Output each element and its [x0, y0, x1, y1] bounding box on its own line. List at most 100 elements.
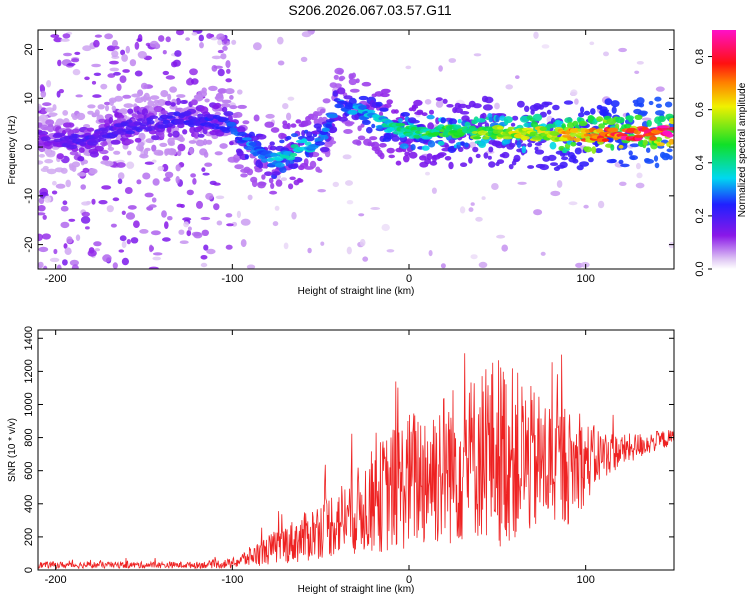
spectrogram-cell: [87, 110, 94, 115]
spectrogram-cell: [646, 147, 651, 153]
spectrogram-cell: [225, 213, 233, 218]
spectrogram-cell: [189, 147, 194, 155]
spectrogram-cell: [76, 112, 86, 121]
spectrogram-cell: [343, 129, 353, 134]
spectrogram-cell: [501, 151, 510, 159]
spectrogram-cell: [163, 177, 171, 182]
spectrogram-cell: [44, 159, 54, 164]
spectrogram-cell: [182, 129, 188, 135]
spectrogram-cell: [279, 139, 285, 144]
spectrogram-cell: [292, 163, 299, 169]
spectrogram-cell: [45, 107, 55, 113]
spectrogram-cell: [343, 95, 353, 100]
spectrogram-cell: [125, 45, 131, 54]
spectrogram-cell: [395, 122, 406, 127]
spectrogram-cell: [362, 119, 371, 125]
spectrogram-cell: [270, 127, 280, 133]
colorbar-tick-label: 0.6: [694, 102, 706, 117]
spectrogram-cell: [665, 133, 674, 138]
spectrogram-cell: [534, 142, 543, 146]
spectrogram-cell: [317, 168, 323, 173]
spectrogram-cell: [113, 150, 121, 155]
spectrogram-cell: [126, 161, 135, 169]
spectrogram-cell: [416, 109, 424, 114]
spectrogram-cell: [261, 174, 266, 180]
spectrogram-cell: [570, 154, 577, 160]
spectrogram-cell: [121, 54, 128, 62]
spectrogram-cell: [394, 109, 399, 114]
spectrogram-cell: [495, 115, 500, 123]
spectrogram-cell: [87, 249, 97, 257]
spectrogram-cell: [46, 168, 57, 175]
spectrogram-cell: [591, 146, 597, 154]
spectrogram-cell: [139, 229, 149, 234]
spectrogram-cell: [51, 190, 58, 195]
spectrogram-cell: [189, 68, 198, 76]
spectrogram-cell: [482, 104, 493, 111]
spectrogram-cell: [177, 150, 182, 157]
spectrogram-cell: [667, 127, 674, 131]
spectrogram-cell: [541, 44, 550, 49]
spectrogram-cell: [80, 184, 86, 190]
colorbar-tick-label: 0.2: [694, 208, 706, 223]
spectrogram-cell: [470, 254, 478, 260]
spectrogram-cell: [399, 143, 409, 150]
spectrogram-cell: [419, 155, 427, 161]
spectrogram-cell: [38, 197, 45, 205]
spectrogram-cell: [386, 249, 395, 253]
spectrogram-cell: [400, 112, 410, 117]
spectrogram-cell: [569, 132, 578, 137]
spectrogram-cell: [517, 100, 525, 108]
spectrogram-cell: [42, 214, 47, 220]
spectrogram-cell: [333, 74, 339, 80]
spectrogram-cell: [583, 110, 591, 116]
spectrogram-cell: [112, 39, 118, 48]
spectrogram-cell: [64, 247, 72, 255]
spectrogram-cell: [656, 142, 665, 147]
spectrogram-cell: [119, 108, 128, 115]
spectrogram-cell: [71, 58, 80, 63]
spectrogram-cell: [286, 112, 292, 121]
spectrogram-cell: [668, 138, 674, 145]
spectrogram-cell: [75, 234, 81, 241]
spectrogram-cell: [53, 248, 58, 255]
spectrogram-cell: [459, 206, 466, 214]
spectrogram-cell: [38, 160, 44, 165]
spectrogram-cell: [435, 100, 444, 108]
spectrogram-cell: [233, 111, 243, 118]
spectrogram-cell: [159, 142, 168, 147]
spectrogram-cell: [634, 70, 640, 75]
spectrogram-cell: [38, 246, 49, 253]
spectrogram-cell: [567, 136, 576, 141]
spectrogram-cell: [62, 33, 71, 39]
spectrogram-cell: [50, 34, 60, 38]
spectrogram-cell: [225, 88, 235, 95]
spectrogram-cell: [527, 142, 533, 148]
spectrogram-cell: [42, 102, 52, 107]
spectrogram-cell: [41, 233, 51, 240]
spectrogram-cell: [114, 95, 123, 102]
spectrogram-cell: [211, 65, 218, 72]
spectrogram-cell: [138, 132, 146, 141]
spectrogram-cell: [264, 171, 273, 176]
spectrogram-cell: [167, 216, 173, 221]
spectrogram-cell: [93, 72, 102, 77]
spectrogram-cell: [646, 119, 652, 127]
spectrogram-cell: [254, 167, 263, 173]
spectrogram-cell: [507, 126, 515, 130]
spectrogram-cell: [290, 123, 297, 128]
spectrogram-cell: [170, 102, 176, 107]
spectrogram-cell: [77, 156, 85, 162]
spectrogram-cell: [110, 223, 117, 228]
spectrogram-cell: [291, 133, 298, 138]
spectrogram-cell: [102, 254, 112, 263]
spectrogram-cell: [371, 123, 376, 129]
spectrogram-cell: [246, 168, 254, 176]
spectrogram-cell: [102, 155, 110, 161]
spectrogram-cell: [116, 83, 122, 92]
x-tick-label: -100: [221, 273, 243, 285]
spectrogram-cell: [289, 152, 298, 157]
spectrogram-cell: [176, 203, 183, 208]
colorbar-ticks: 0.0 0.2 0.4 0.6 0.8: [694, 49, 712, 277]
spectrogram-cell: [217, 68, 225, 77]
